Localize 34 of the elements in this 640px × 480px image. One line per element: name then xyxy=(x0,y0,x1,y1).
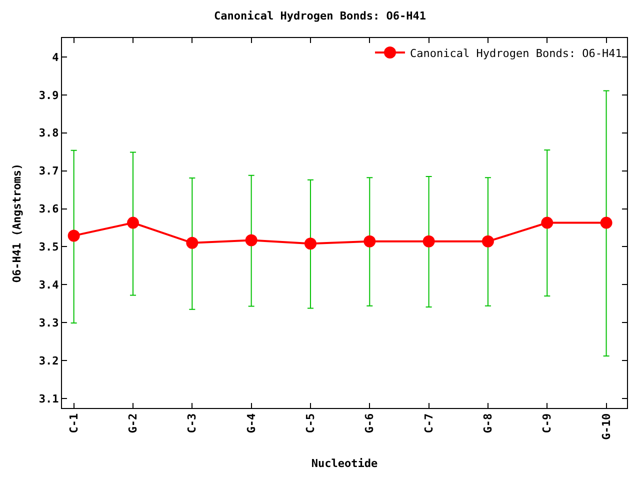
point xyxy=(68,230,80,242)
y-tick-label: 3.7 xyxy=(38,164,59,178)
y-tick-label: 4 xyxy=(52,50,60,64)
point xyxy=(541,216,554,229)
y-tick-label: 3.3 xyxy=(38,316,59,330)
point xyxy=(186,236,198,249)
x-tick-label: C-7 xyxy=(422,413,436,434)
x-tick-label: C-3 xyxy=(186,413,199,434)
x-axis-title: Nucleotide xyxy=(311,457,378,470)
x-tick-label: G-4 xyxy=(244,413,258,434)
y-tick-label: 3.9 xyxy=(38,88,59,102)
y-tick-label: 3.5 xyxy=(38,240,59,254)
point xyxy=(364,235,376,248)
y-tick-label: 3.1 xyxy=(38,392,60,406)
y-tick-label: 3.4 xyxy=(38,278,60,292)
chart-title: Canonical Hydrogen Bonds: O6-H41 xyxy=(214,10,426,23)
x-tick-label: G-10 xyxy=(600,413,613,440)
y-tick-label: 3.2 xyxy=(38,354,59,368)
point xyxy=(126,216,139,229)
point xyxy=(600,216,612,229)
point xyxy=(482,235,494,248)
point xyxy=(245,234,258,246)
legend-label: Canonical Hydrogen Bonds: O6-H41 xyxy=(410,46,622,60)
x-tick-label: C-1 xyxy=(67,413,80,434)
x-tick-label: G-8 xyxy=(482,413,495,434)
y-tick-label: 3.6 xyxy=(38,202,60,216)
y-axis-title: O6-H41 (Angstroms) xyxy=(10,163,24,283)
point xyxy=(304,238,316,250)
y-tick-label: 3.8 xyxy=(38,126,59,140)
x-tick-label: G-6 xyxy=(363,413,376,434)
x-tick-label: C-9 xyxy=(540,413,554,434)
x-tick-label: G-2 xyxy=(126,413,140,434)
point xyxy=(422,235,435,248)
x-tick-label: C-5 xyxy=(304,413,318,434)
